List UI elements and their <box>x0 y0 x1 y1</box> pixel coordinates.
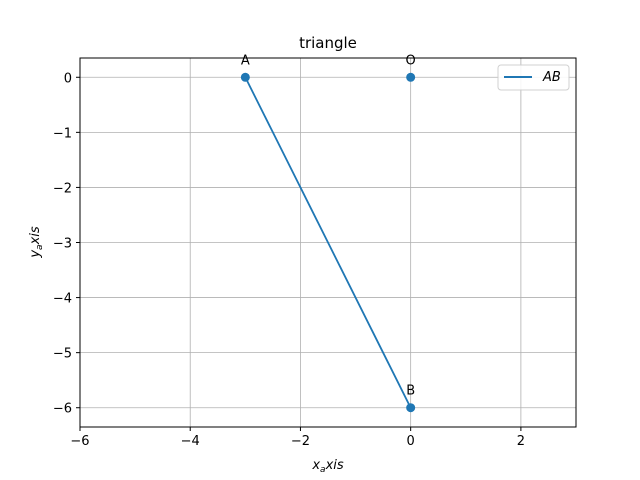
x-tick-label: −6 <box>70 434 89 449</box>
y-tick-label: −3 <box>53 237 72 252</box>
grid-lines <box>79 58 576 427</box>
legend-box <box>497 64 570 91</box>
chart-title: triangle <box>299 34 357 52</box>
x-tick-label: −4 <box>181 434 200 449</box>
point-label-b: B <box>406 384 415 399</box>
point-marker-b <box>406 403 416 413</box>
x-tick-label: 0 <box>407 434 415 449</box>
x-axis-label-rest: xis <box>325 458 344 473</box>
y-tick-label: −1 <box>53 126 72 141</box>
legend: AB <box>497 64 570 91</box>
x-axis-label: xaxis <box>311 458 344 475</box>
y-tick-label: −6 <box>53 402 72 417</box>
x-tick-label: −2 <box>291 434 310 449</box>
y-axis-label-base: y <box>28 250 43 259</box>
point-label-a: A <box>241 53 250 68</box>
y-axis-label: yaxis <box>28 226 45 259</box>
legend-label-ab: AB <box>542 70 561 85</box>
points-layer: A O B <box>240 53 416 413</box>
x-axis-label-base: x <box>311 458 320 473</box>
y-tick-label: 0 <box>64 71 72 86</box>
y-axis-label-rest: xis <box>28 226 43 245</box>
x-axis-label-subscript: a <box>320 465 326 475</box>
series-line-ab <box>244 76 412 409</box>
point-label-o: O <box>406 53 416 68</box>
y-axis-label-subscript: a <box>35 244 45 250</box>
point-marker-a <box>240 72 250 82</box>
series-layer <box>244 76 412 409</box>
x-tick-label: 2 <box>517 434 525 449</box>
point-marker-o <box>406 72 416 82</box>
y-tick-label: −5 <box>53 347 72 362</box>
y-tick-label: −2 <box>53 181 72 196</box>
y-tick-label: −4 <box>53 292 72 307</box>
tick-layer: −6 −4 −2 0 2 0 −1 −2 −3 −4 −5 −6 <box>53 71 525 449</box>
